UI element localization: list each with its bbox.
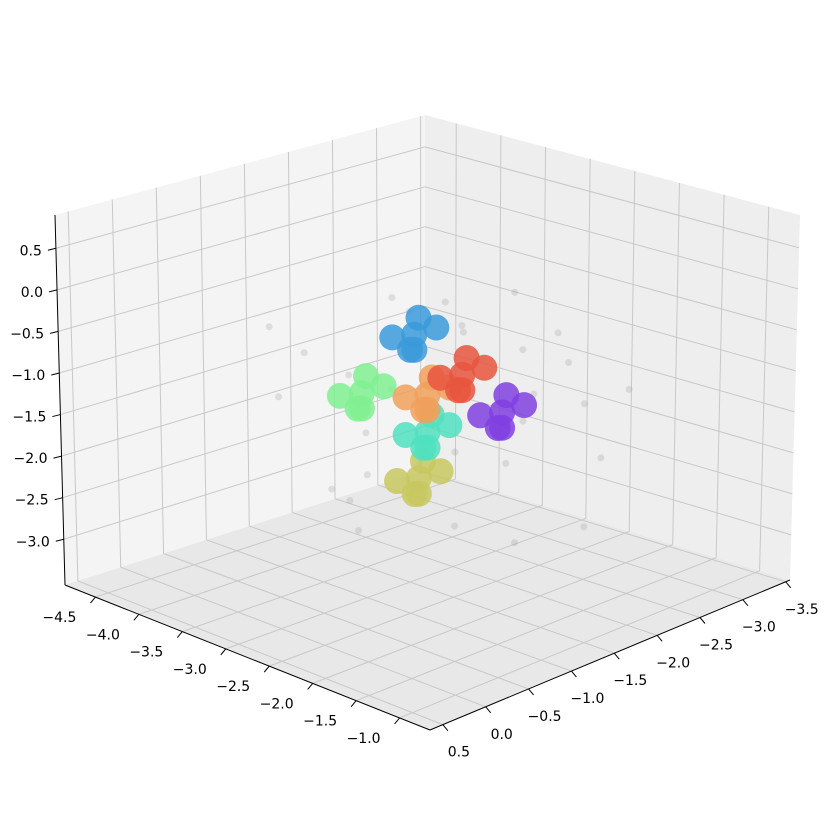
y-tick-label: −3.5 — [785, 602, 819, 618]
z-tick — [48, 248, 56, 250]
point — [451, 449, 458, 456]
y-tick-label: −2.5 — [699, 638, 733, 654]
y-tick-label: 0.0 — [491, 727, 513, 743]
point — [451, 523, 458, 530]
point — [442, 299, 449, 306]
point — [458, 322, 465, 329]
point — [555, 329, 562, 336]
x-tick — [351, 701, 356, 707]
x-tick — [90, 597, 95, 603]
y-tick-label: −1.5 — [613, 673, 647, 689]
y-tick-label: −2.0 — [656, 655, 690, 671]
point — [346, 497, 353, 504]
z-tick — [54, 456, 62, 458]
point — [493, 382, 519, 408]
x-tick-label: −4.5 — [42, 610, 76, 626]
x-tick-label: −2.5 — [216, 679, 250, 695]
point — [275, 393, 282, 400]
z-tick — [49, 290, 57, 292]
point — [406, 305, 432, 331]
z-tick-label: −0.5 — [10, 326, 44, 342]
point — [489, 415, 515, 441]
y-tick — [786, 582, 791, 588]
x-tick — [134, 614, 139, 620]
z-tick-label: −2.5 — [15, 493, 49, 509]
x-tick-label: −1.5 — [303, 714, 337, 730]
y-tick — [443, 725, 448, 731]
z-tick-label: −1.0 — [11, 368, 45, 384]
y-tick-label: −3.0 — [742, 620, 776, 636]
point — [519, 346, 526, 353]
y-tick — [614, 653, 619, 659]
point — [565, 359, 572, 366]
y-tick — [700, 618, 705, 624]
x-tick — [177, 632, 182, 638]
point — [364, 471, 371, 478]
point — [301, 349, 308, 356]
y-tick — [486, 707, 491, 713]
z-tick — [56, 539, 64, 541]
point — [362, 429, 369, 436]
z-tick — [52, 415, 60, 417]
y-tick — [743, 600, 748, 606]
point — [415, 435, 441, 461]
z-tick-label: −3.0 — [16, 534, 50, 550]
point — [401, 337, 427, 363]
z-tick — [51, 373, 59, 375]
point — [581, 400, 588, 407]
x-tick — [308, 683, 313, 689]
z-tick-label: 0.5 — [20, 243, 42, 259]
point — [415, 397, 441, 423]
x-tick — [395, 718, 400, 724]
x-tick-label: −3.5 — [129, 645, 163, 661]
point — [388, 294, 395, 301]
point — [511, 539, 518, 546]
point — [626, 386, 633, 393]
z-tick-label: −2.0 — [14, 451, 48, 467]
y-tick — [657, 635, 662, 641]
x-tick — [221, 649, 226, 655]
point — [519, 418, 526, 425]
point — [597, 454, 604, 461]
point — [454, 345, 480, 371]
z-tick — [55, 498, 63, 500]
point — [460, 329, 467, 336]
x-tick-label: −1.0 — [347, 731, 381, 747]
y-tick-label: 0.5 — [448, 745, 470, 761]
y-tick-label: −0.5 — [528, 709, 562, 725]
point — [266, 323, 273, 330]
y-tick — [571, 671, 576, 677]
point — [345, 371, 352, 378]
point — [328, 486, 335, 493]
point — [353, 363, 379, 389]
z-tick — [50, 331, 58, 333]
y-tick — [529, 689, 534, 695]
point — [355, 527, 362, 534]
point — [449, 377, 475, 403]
x-tick-label: −4.0 — [86, 627, 120, 643]
x-tick-label: −2.0 — [260, 696, 294, 712]
point — [349, 396, 375, 422]
point — [580, 523, 587, 530]
x-tick — [264, 666, 269, 672]
z-tick-label: 0.0 — [21, 285, 43, 301]
point — [502, 460, 509, 467]
point — [406, 481, 432, 507]
y-tick-label: −1.0 — [570, 691, 604, 707]
point — [511, 289, 518, 296]
z-tick-label: −1.5 — [12, 410, 46, 426]
x-tick-label: −3.0 — [173, 662, 207, 678]
